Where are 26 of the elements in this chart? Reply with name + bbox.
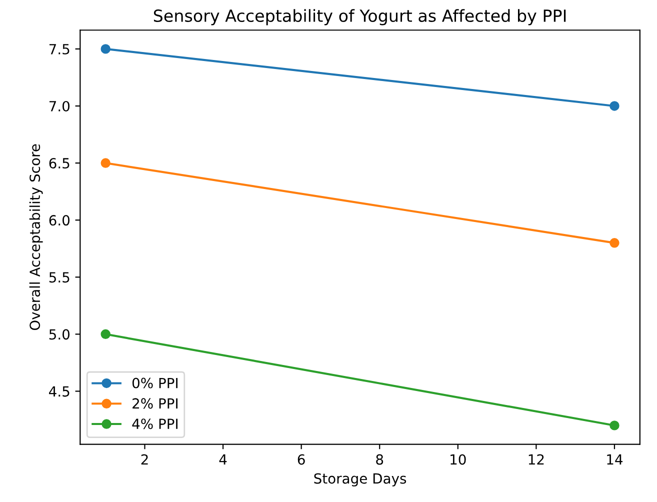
y-tick-label: 5.0	[49, 329, 70, 340]
x-tick-label: 12	[528, 454, 544, 465]
x-tick-label: 8	[376, 454, 384, 465]
y-axis-title: Overall Acceptability Score	[29, 144, 43, 330]
x-tick-label: 2	[141, 454, 148, 465]
x-axis-title: Storage Days	[314, 473, 406, 486]
x-tick-label: 10	[450, 454, 466, 465]
y-tick-label: 4.5	[49, 386, 70, 397]
point	[100, 158, 110, 168]
y-tick-label: 6.0	[49, 215, 70, 226]
point	[610, 420, 620, 430]
x-tick-label: 6	[298, 454, 305, 465]
point	[100, 329, 110, 340]
legend-label: 0% PPI	[132, 378, 178, 388]
y-tick-label: 7.0	[49, 100, 70, 112]
point	[100, 44, 110, 54]
x-tick-label: 14	[607, 454, 623, 465]
y-tick-label: 5.5	[49, 272, 70, 283]
point	[610, 101, 620, 111]
legend-label: 4% PPI	[132, 418, 178, 430]
x-tick-label: 4	[219, 454, 227, 465]
chart-title: Sensory Acceptability of Yogurt as Affected by PPI	[154, 9, 566, 26]
y-tick-label: 6.5	[49, 158, 70, 169]
y-tick-label: 7.5	[49, 44, 70, 54]
legend-label: 2% PPI	[132, 398, 178, 409]
point	[610, 238, 620, 248]
